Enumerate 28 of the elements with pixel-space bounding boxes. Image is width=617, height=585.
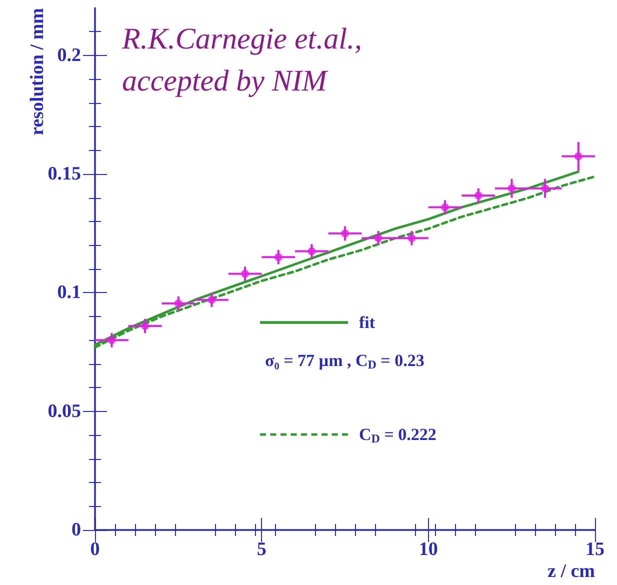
point	[408, 234, 416, 242]
x-tick-label: 15	[586, 539, 604, 560]
point	[508, 184, 516, 192]
point	[441, 203, 449, 212]
y-tick-label: 0.15	[48, 164, 81, 185]
point	[274, 253, 282, 262]
point	[574, 152, 582, 160]
y-tick-label: 0	[72, 520, 81, 540]
y-tick-label: 0.1	[57, 282, 81, 304]
point	[174, 299, 182, 308]
point	[474, 191, 482, 200]
point	[108, 336, 116, 344]
legend-label: fit	[359, 313, 376, 332]
x-tick-label: 10	[418, 539, 438, 560]
annotation: R.K.Carnegie et.al., accepted by NIM	[121, 22, 362, 98]
point	[541, 184, 549, 192]
point	[308, 247, 316, 256]
x-tick-label: 5	[256, 539, 266, 560]
point	[241, 270, 249, 278]
point	[208, 296, 216, 304]
y-tick-label: 0.05	[48, 400, 81, 422]
y-axis-title: resolution / mm	[27, 8, 48, 136]
x-axis-title: z / cm	[548, 561, 596, 582]
point	[141, 322, 149, 330]
x-tick-label: 0	[90, 539, 100, 560]
point	[341, 229, 349, 238]
point	[374, 234, 382, 242]
y-tick-label: 0.2	[57, 44, 81, 66]
